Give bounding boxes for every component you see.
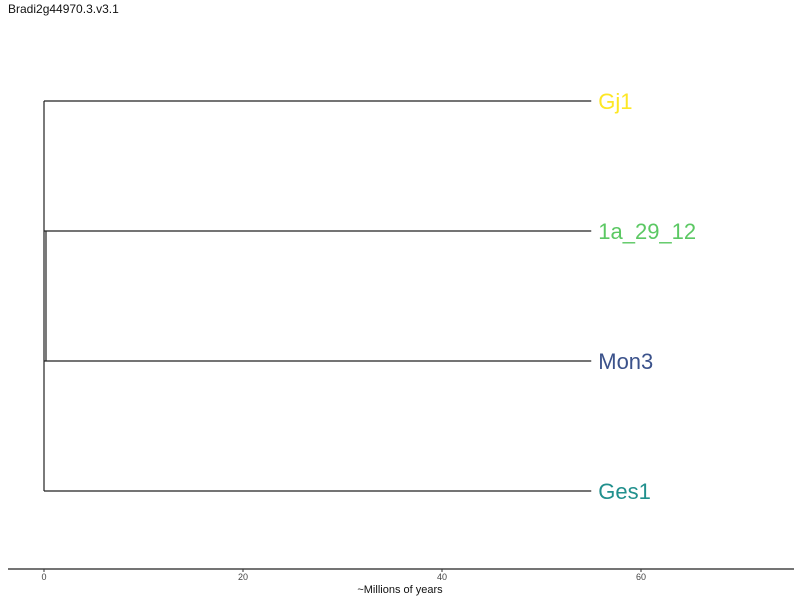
leaf-label: 1a_29_12 <box>598 219 696 244</box>
x-axis-ticks: 0 20 40 60 <box>41 569 646 582</box>
x-axis: 0 20 40 60 ~Millions of years <box>8 568 794 596</box>
x-tick-label: 20 <box>238 572 248 582</box>
branches <box>43 100 592 492</box>
leaf-label: Gj1 <box>598 89 632 114</box>
leaf-label: Mon3 <box>598 349 653 374</box>
leaf-label: Ges1 <box>598 479 651 504</box>
x-tick-label: 0 <box>41 572 46 582</box>
x-tick-label: 60 <box>636 572 646 582</box>
leaf-labels: Gj1 1a_29_12 Mon3 Ges1 <box>598 89 696 504</box>
x-tick-label: 40 <box>437 572 447 582</box>
x-axis-label: ~Millions of years <box>357 584 443 596</box>
page-title: Bradi2g44970.3.v3.1 <box>8 2 119 16</box>
